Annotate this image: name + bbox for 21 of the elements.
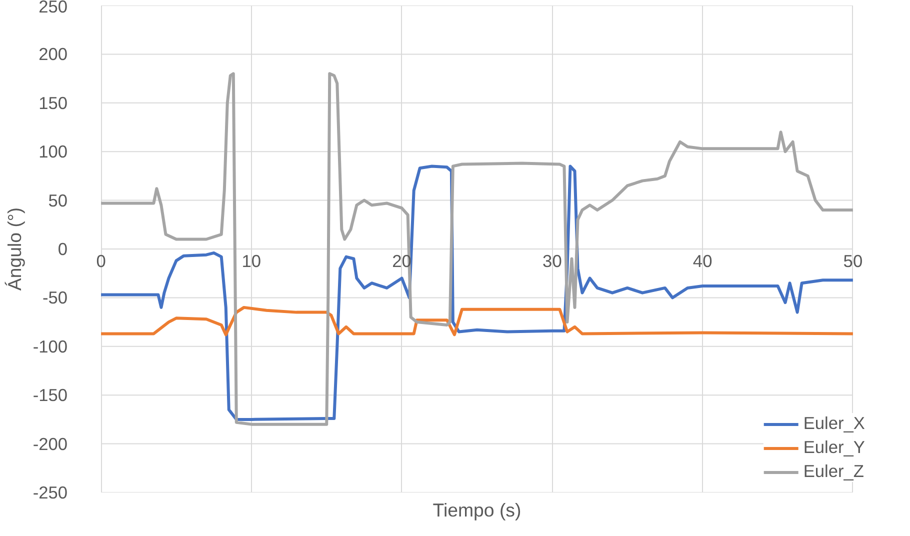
y-tick-label: 250: [38, 0, 68, 16]
y-tick-label: 150: [38, 92, 68, 113]
x-axis-title: Tiempo (s): [432, 500, 522, 520]
x-tick-label: 40: [692, 251, 712, 271]
y-tick-label: 100: [38, 142, 68, 162]
y-axis-title: Ángulo (°): [4, 207, 25, 291]
y-tick-label: -200: [32, 434, 68, 454]
legend-label: Euler_X: [803, 413, 865, 434]
y-tick-label: 50: [48, 190, 68, 210]
legend-label: Euler_Z: [803, 461, 864, 482]
y-tick-label: 200: [38, 44, 68, 64]
y-tick-label: -150: [32, 385, 68, 406]
legend-label: Euler_Y: [803, 437, 865, 458]
y-tick-label: -50: [42, 288, 68, 308]
line-series: [100, 306, 854, 336]
x-tick-label: 0: [96, 251, 106, 271]
y-tick-label: -250: [32, 482, 68, 502]
x-tick-label: 10: [242, 251, 262, 271]
x-tick-label: 30: [542, 251, 562, 271]
x-tick-label: 50: [843, 251, 863, 271]
y-tick-label: -100: [32, 336, 68, 356]
